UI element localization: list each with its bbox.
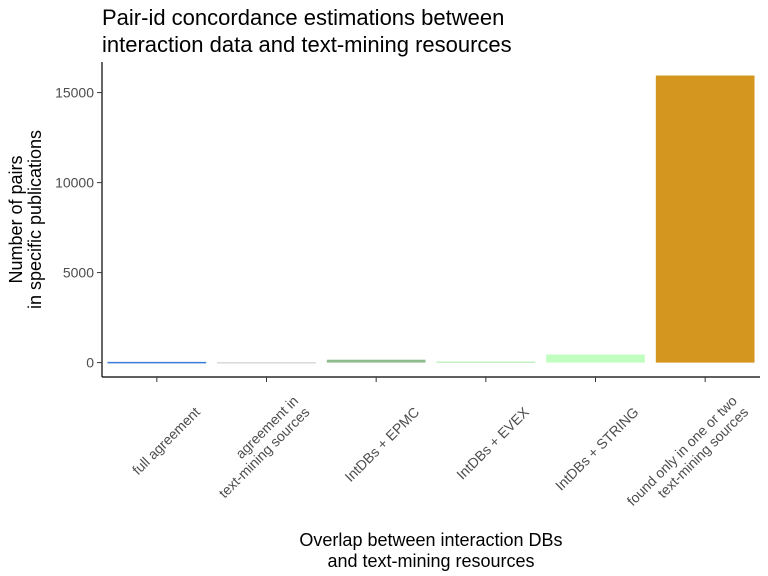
- bar: [217, 362, 316, 364]
- y-axis-label-line-2: in specific publications: [25, 130, 45, 309]
- bar: [655, 75, 755, 363]
- x-tick-label: IntDBs + STRING: [552, 404, 642, 494]
- chart-title-line-2: interaction data and text-mining resourc…: [102, 32, 512, 57]
- bar: [436, 361, 536, 364]
- x-tick-label: IntDBs + EPMC: [341, 404, 422, 485]
- x-tick-label: full agreement: [129, 404, 203, 478]
- y-tick-label: 15000: [55, 85, 94, 101]
- x-tick-label: found only in one or two: [624, 392, 741, 509]
- chart-title-line-1: Pair-id concordance estimations between: [102, 5, 505, 30]
- bar: [107, 361, 207, 364]
- y-axis-label: Number of pairs in specific publications: [6, 130, 45, 309]
- y-tick-label: 10000: [55, 175, 94, 191]
- y-axis-label-line-1: Number of pairs: [6, 155, 26, 283]
- bar: [326, 359, 426, 363]
- x-axis-label-line-2: and text-mining resources: [327, 551, 534, 571]
- x-tick-label: IntDBs + EVEX: [453, 403, 532, 482]
- y-tick-label: 0: [86, 355, 94, 371]
- y-tick-label: 5000: [63, 265, 94, 281]
- x-axis-label-line-1: Overlap between interaction DBs: [299, 530, 562, 550]
- bar: [546, 354, 645, 363]
